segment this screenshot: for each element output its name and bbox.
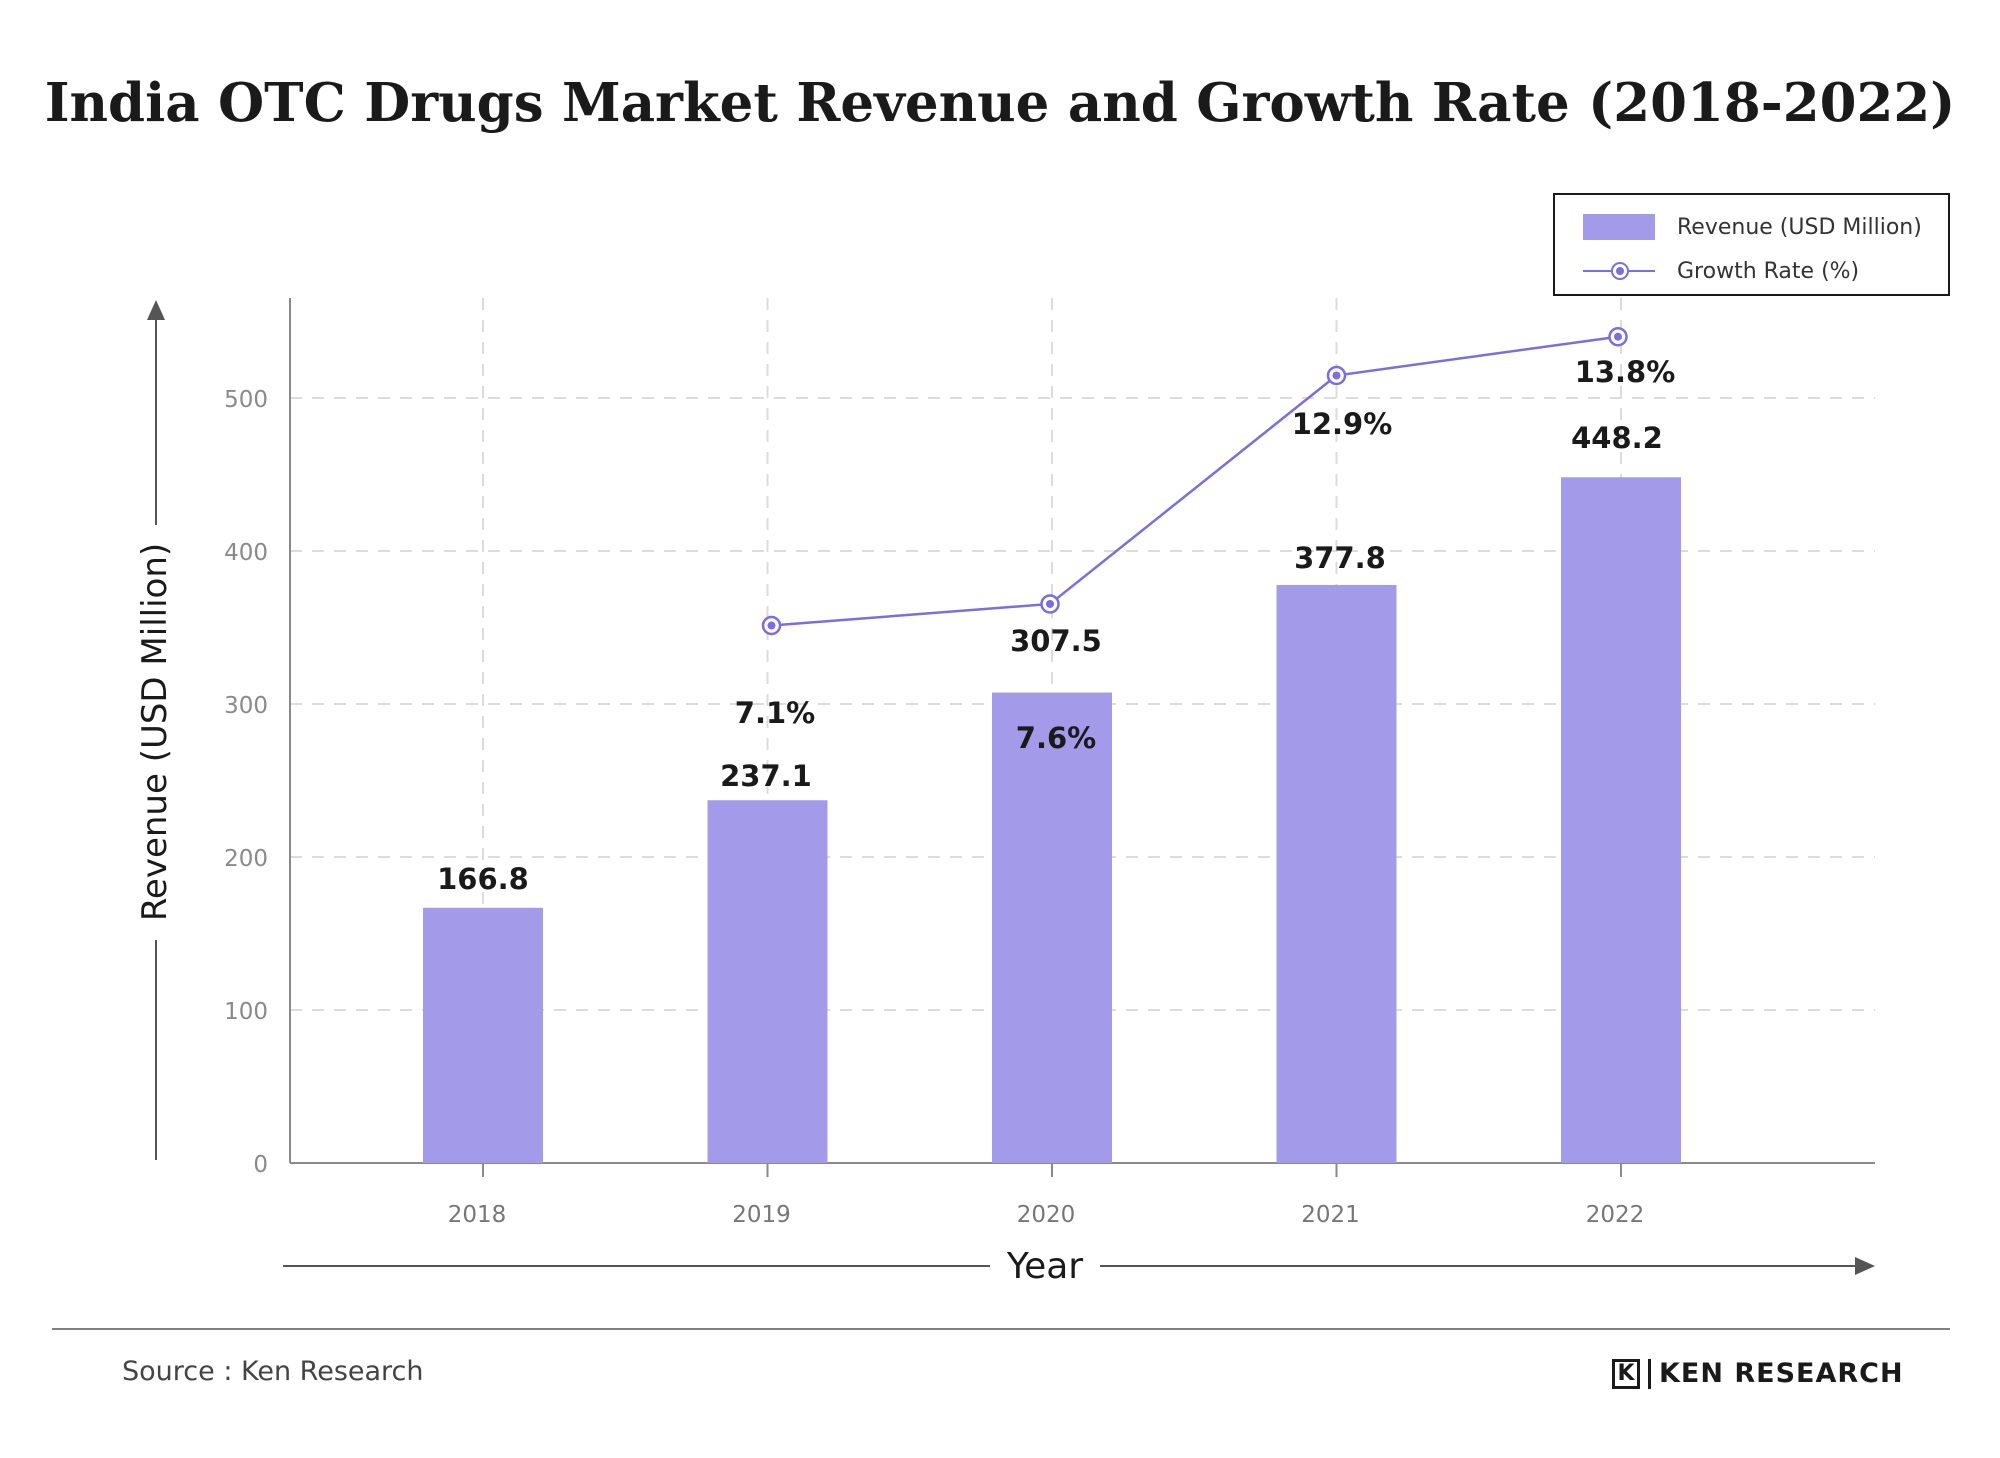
brand-mark-icon: K (1612, 1358, 1640, 1389)
y-tick-label: 400 (224, 540, 268, 566)
y-tick-label: 0 (253, 1152, 268, 1178)
x-tick-label: 2019 (732, 1202, 791, 1228)
brand-logo: K KEN RESEARCH (1612, 1358, 1904, 1389)
bar-value-label: 166.8 (437, 862, 529, 896)
growth-point-core (1614, 332, 1622, 341)
brand-separator (1648, 1358, 1651, 1389)
chart-title: India OTC Drugs Market Revenue and Growt… (44, 72, 1956, 134)
legend: Revenue (USD Million) Growth Rate (%) (1553, 193, 1950, 296)
growth-rate-line (771, 335, 1619, 627)
legend-swatch-revenue (1583, 214, 1655, 240)
growth-value-label: 12.9% (1292, 407, 1393, 441)
bar-2022 (1561, 477, 1681, 1163)
footer-divider (52, 1328, 1950, 1330)
x-tick-label: 2021 (1301, 1202, 1360, 1228)
bar-value-label: 377.8 (1294, 541, 1386, 575)
source-note: Source : Ken Research (122, 1356, 424, 1387)
legend-swatch-growth (1583, 258, 1655, 284)
bar-value-label: 237.1 (720, 759, 812, 793)
x-axis-title: Year (1006, 1246, 1083, 1287)
growth-point-core (1332, 371, 1341, 380)
growth-value-label: 7.1% (735, 696, 815, 730)
y-axis-arrowhead (147, 300, 165, 320)
legend-label-growth: Growth Rate (%) (1677, 258, 1860, 284)
x-tick-label: 2018 (448, 1202, 507, 1228)
growth-value-label: 13.8% (1575, 355, 1676, 389)
growth-value-label: 7.6% (1016, 721, 1096, 755)
growth-point-core (767, 621, 776, 630)
legend-label-revenue: Revenue (USD Million) (1677, 214, 1922, 240)
y-tick-label: 500 (224, 387, 268, 413)
bar-2020 (992, 692, 1112, 1163)
x-tick-label: 2020 (1017, 1202, 1076, 1228)
growth-point-core (1046, 599, 1054, 608)
bar-2021 (1276, 584, 1397, 1163)
bar-value-label: 448.2 (1571, 421, 1663, 455)
bar-value-label: 307.5 (1010, 624, 1102, 658)
x-tick-label: 2022 (1586, 1202, 1645, 1228)
x-axis-arrowhead (1855, 1257, 1875, 1275)
y-tick-label: 200 (224, 846, 268, 872)
bar-2019 (707, 800, 828, 1163)
legend-item-growth: Growth Rate (%) (1583, 251, 1859, 291)
legend-item-revenue: Revenue (USD Million) (1583, 207, 1922, 247)
y-tick-label: 300 (224, 693, 268, 719)
y-tick-label: 100 (224, 999, 268, 1025)
bar-2018 (423, 907, 543, 1163)
y-axis-title: Revenue (USD Million) (135, 543, 175, 921)
brand-name: KEN RESEARCH (1659, 1358, 1904, 1389)
